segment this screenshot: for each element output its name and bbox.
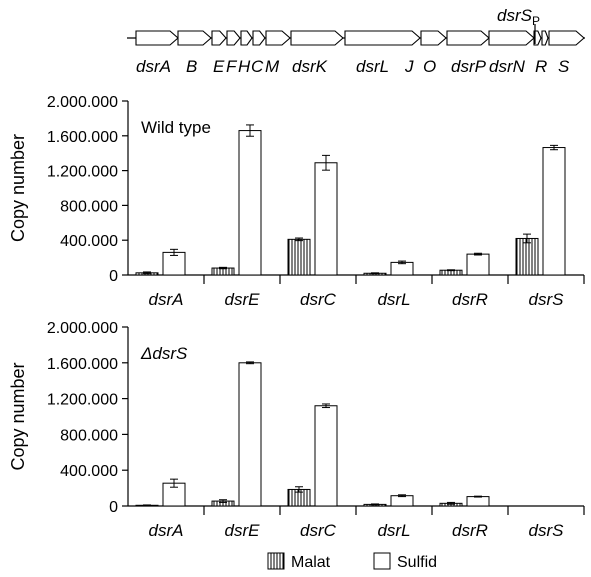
gene-label: dsrK — [292, 57, 328, 76]
x-tick-label: dsrC — [300, 290, 337, 309]
gene-label: R — [535, 57, 547, 76]
gene-label: dsrL — [356, 57, 389, 76]
bar-sulfid-dsrL — [390, 261, 414, 276]
y-axis-label: Copy number — [8, 362, 28, 470]
legend-swatch-malat — [267, 552, 285, 570]
gene-label: J — [404, 57, 414, 76]
gene-arrow-13 — [541, 30, 549, 46]
x-tick-label: dsrL — [377, 290, 410, 309]
legend-label-sulfid: Sulfid — [397, 554, 437, 571]
chart-panel-wild-type: 0 400.000 800.000 1.200.000 1.600.000 2.000.0… — [8, 94, 585, 309]
gene-arrow-0 — [135, 30, 179, 46]
y-tick-label: 2.000.000 — [47, 94, 118, 111]
gene-arrow-2 — [211, 30, 227, 46]
bar-sulfid-dsrR — [466, 253, 490, 276]
bar-malat-dsrC — [287, 238, 311, 276]
y-tick-label: 1.600.000 — [47, 356, 118, 373]
bar-sulfid-dsrL — [390, 495, 414, 507]
gene-arrow-1 — [177, 30, 212, 46]
y-tick-label: 0 — [109, 268, 118, 285]
gene-label: C — [251, 57, 264, 76]
legend-swatch-sulfid — [373, 552, 391, 570]
y-tick-label: 1.200.000 — [47, 164, 118, 181]
gene-arrow-3 — [226, 30, 241, 46]
bar-sulfid-dsrC — [314, 405, 338, 507]
legend: Malat Sulfid — [267, 552, 437, 571]
bar-sulfid-dsrE — [238, 130, 262, 276]
gene-arrow-7 — [290, 30, 344, 46]
gene-arrow-6 — [265, 30, 291, 46]
x-tick-label: dsrA — [149, 521, 184, 540]
bar-sulfid-dsrS — [542, 147, 566, 276]
x-tick-label: dsrR — [452, 521, 488, 540]
promoter-label: dsrSP — [497, 6, 540, 28]
x-tick-label: dsrS — [529, 521, 565, 540]
gene-arrow-10 — [446, 30, 490, 46]
y-axis-label: Copy number — [8, 134, 28, 242]
y-tick-label: 800.000 — [60, 427, 118, 444]
bar-sulfid-dsrE — [238, 362, 262, 507]
bar-malat-dsrS — [515, 237, 539, 276]
gene-label: dsrP — [451, 57, 487, 76]
y-tick-label: 400.000 — [60, 233, 118, 250]
y-tick-label: 0 — [109, 499, 118, 516]
gene-arrow-12 — [533, 30, 542, 46]
bar-sulfid-dsrC — [314, 162, 338, 276]
y-tick-label: 1.600.000 — [47, 129, 118, 146]
gene-label: S — [558, 57, 570, 76]
x-tick-label: dsrS — [529, 290, 565, 309]
x-tick-label: dsrA — [149, 290, 184, 309]
chart-panel-delta-dsrs: 0 400.000 800.000 1.200.000 1.600.000 2.000.0… — [8, 320, 585, 540]
gene-arrow-11 — [488, 30, 535, 46]
y-tick-label: 2.000.000 — [47, 320, 118, 337]
gene-label: dsrA — [136, 57, 171, 76]
x-tick-label: dsrC — [300, 521, 337, 540]
x-tick-label: dsrE — [225, 290, 261, 309]
x-tick-label: dsrL — [377, 521, 410, 540]
bar-sulfid-dsrR — [466, 496, 490, 507]
y-tick-label: 400.000 — [60, 463, 118, 480]
gene-label: B — [186, 57, 197, 76]
panel-title: ΔdsrS — [140, 344, 188, 363]
y-tick-label: 800.000 — [60, 198, 118, 215]
gene-arrow-8 — [344, 30, 421, 46]
y-tick-label: 1.200.000 — [47, 392, 118, 409]
gene-label: E — [213, 57, 225, 76]
gene-arrow-5 — [252, 30, 266, 46]
x-tick-label: dsrE — [225, 521, 261, 540]
gene-arrow-9 — [420, 30, 447, 46]
panel-title: Wild type — [141, 118, 211, 137]
gene-label: M — [265, 57, 280, 76]
gene-arrow-14 — [548, 30, 585, 46]
gene-label: F — [226, 57, 238, 76]
gene-arrow-4 — [240, 30, 253, 46]
legend-label-malat: Malat — [291, 554, 331, 571]
gene-label: dsrN — [489, 57, 526, 76]
gene-label: O — [423, 57, 436, 76]
gene-label: H — [238, 57, 251, 76]
gene-arrows — [135, 30, 585, 46]
x-tick-label: dsrR — [452, 290, 488, 309]
